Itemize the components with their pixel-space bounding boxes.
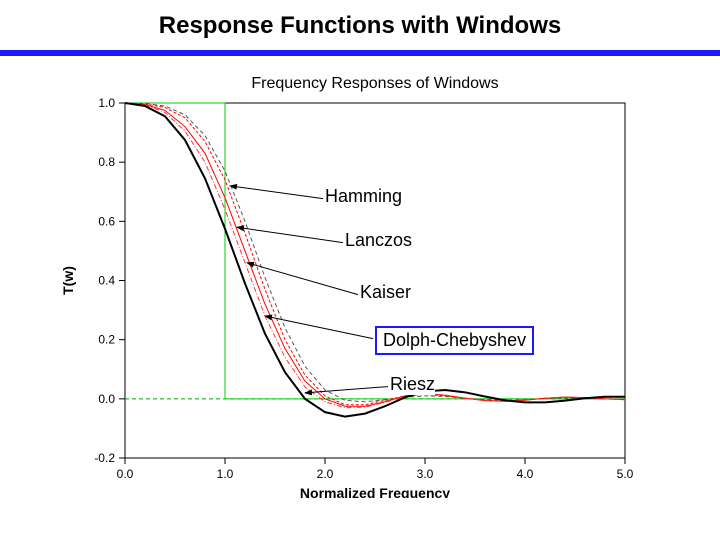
svg-text:5.0: 5.0 [617, 467, 634, 481]
chart-container: 0.01.02.03.04.05.0-0.20.00.20.40.60.81.0… [55, 68, 665, 498]
series-hamming [125, 103, 625, 402]
svg-text:1.0: 1.0 [217, 467, 234, 481]
annotation-hamming: Hamming [325, 186, 402, 207]
svg-text:Frequency Responses of Windows: Frequency Responses of Windows [251, 75, 498, 92]
slide: Response Functions with Windows 0.0 1.0 2.… [0, 0, 720, 540]
svg-text:0.0: 0.0 [117, 467, 134, 481]
svg-text:2.0: 2.0 [317, 467, 334, 481]
series-kaiser [125, 103, 625, 406]
series-dolph-chebyshev [125, 103, 625, 408]
svg-text:Normalized Frequency: Normalized Frequency [300, 485, 450, 498]
slide-title: Response Functions with Windows [0, 12, 720, 40]
svg-text:0.0: 0.0 [98, 392, 115, 406]
annotation-kaiser: Kaiser [360, 282, 411, 303]
annotation-lanczos: Lanczos [345, 230, 412, 251]
series-riesz [125, 103, 625, 417]
svg-text:4.0: 4.0 [517, 467, 534, 481]
svg-text:0.4: 0.4 [98, 274, 115, 288]
svg-text:1.0: 1.0 [98, 96, 115, 110]
svg-text:0.8: 0.8 [98, 155, 115, 169]
svg-text:-0.2: -0.2 [94, 451, 115, 465]
series-lanczos [125, 103, 625, 405]
annotation-riesz: Riesz [390, 374, 435, 395]
svg-text:T(w): T(w) [60, 266, 76, 295]
annotation-dolph-chebyshev: Dolph-Chebyshev [375, 326, 534, 355]
svg-text:0.6: 0.6 [98, 214, 115, 228]
svg-text:3.0: 3.0 [417, 467, 434, 481]
svg-text:0.2: 0.2 [98, 333, 115, 347]
slide-underline [0, 50, 720, 56]
